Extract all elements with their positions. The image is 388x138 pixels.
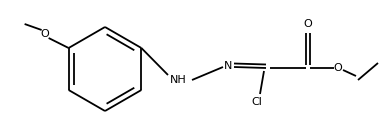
Text: O: O — [334, 63, 342, 73]
Text: N: N — [224, 61, 232, 71]
Text: O: O — [40, 29, 49, 39]
Text: NH: NH — [170, 75, 186, 85]
Text: O: O — [304, 19, 312, 29]
Text: Cl: Cl — [251, 97, 262, 107]
